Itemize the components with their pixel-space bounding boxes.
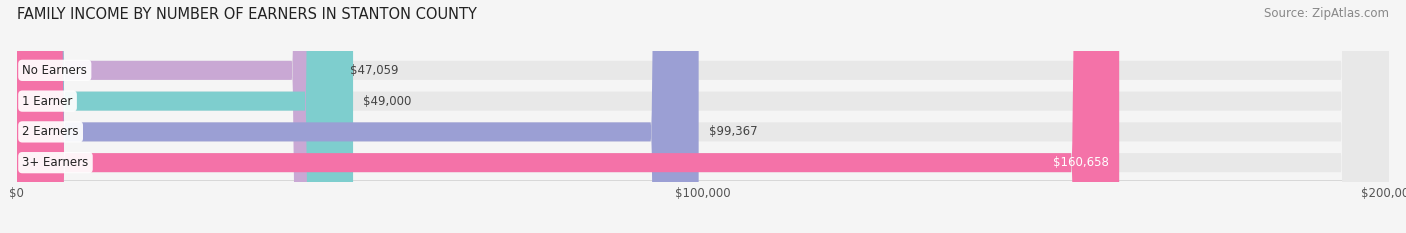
Text: $160,658: $160,658	[1053, 156, 1109, 169]
Text: No Earners: No Earners	[22, 64, 87, 77]
Text: FAMILY INCOME BY NUMBER OF EARNERS IN STANTON COUNTY: FAMILY INCOME BY NUMBER OF EARNERS IN ST…	[17, 7, 477, 22]
FancyBboxPatch shape	[17, 0, 1119, 233]
Text: 3+ Earners: 3+ Earners	[22, 156, 89, 169]
Text: 2 Earners: 2 Earners	[22, 125, 79, 138]
FancyBboxPatch shape	[17, 0, 699, 233]
Text: $49,000: $49,000	[363, 95, 412, 108]
Text: $99,367: $99,367	[709, 125, 758, 138]
FancyBboxPatch shape	[17, 0, 353, 233]
FancyBboxPatch shape	[17, 0, 1389, 233]
Text: $47,059: $47,059	[350, 64, 398, 77]
FancyBboxPatch shape	[17, 0, 1389, 233]
Text: 1 Earner: 1 Earner	[22, 95, 73, 108]
FancyBboxPatch shape	[17, 0, 1389, 233]
FancyBboxPatch shape	[17, 0, 1389, 233]
FancyBboxPatch shape	[17, 0, 340, 233]
Text: Source: ZipAtlas.com: Source: ZipAtlas.com	[1264, 7, 1389, 20]
